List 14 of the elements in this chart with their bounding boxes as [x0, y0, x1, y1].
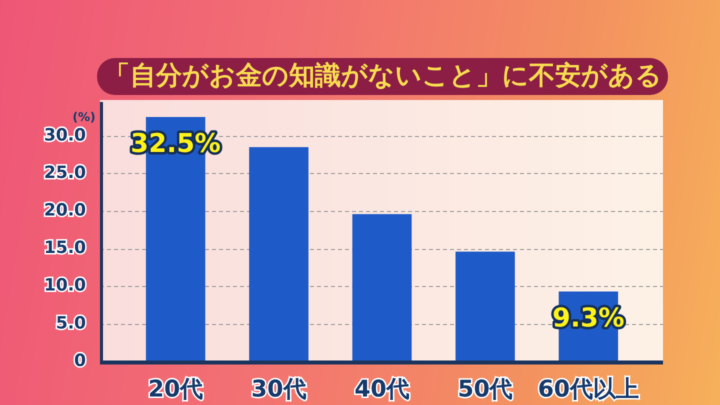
x-tick-label: 50代	[458, 376, 513, 402]
y-tick-label: 20.0	[44, 200, 86, 220]
chart-title: 「自分がお金の知識がないこと」に不安がある	[104, 60, 662, 91]
y-tick-label: 5.0	[56, 313, 86, 334]
y-tick-label: 0	[74, 350, 86, 371]
x-tick-label: 20代	[148, 376, 204, 402]
y-tick-label: 10.0	[44, 276, 86, 296]
x-tick-label: 40代	[354, 376, 410, 402]
y-axis-title: (%)	[72, 110, 96, 124]
y-tick-label: 30.0	[44, 125, 86, 146]
y-tick-label: 25.0	[44, 162, 86, 183]
y-tick-label: 15.0	[44, 238, 86, 258]
x-tick-label: 30代	[251, 376, 306, 402]
x-tick-label: 60代以上	[538, 376, 639, 402]
